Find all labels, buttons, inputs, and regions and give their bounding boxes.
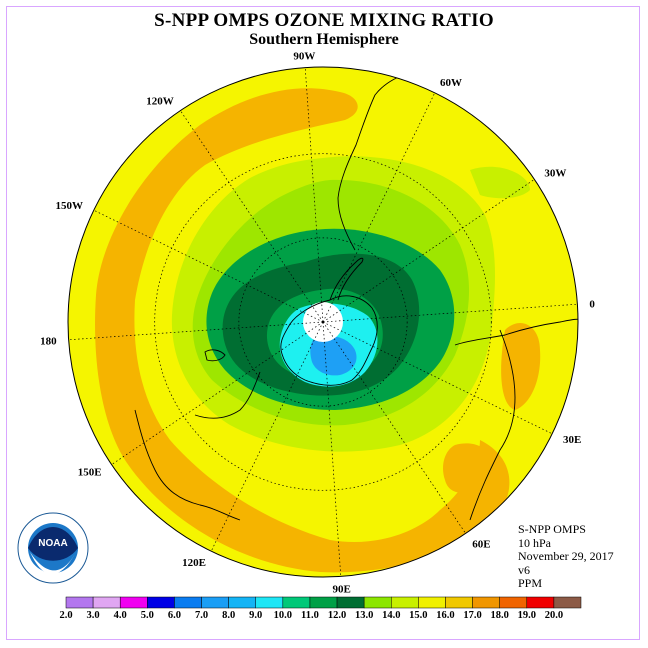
observation-date: November 29, 2017: [518, 549, 614, 563]
longitude-label: 30W: [544, 168, 566, 180]
noaa-logo-text: NOAA: [38, 538, 67, 549]
meridian-line: [210, 321, 324, 552]
meridian-line: [68, 321, 324, 341]
field-lime-light-nw: [470, 166, 530, 199]
field-light-blue: [310, 335, 357, 376]
figure-border: [6, 6, 640, 640]
longitude-label: 60W: [440, 77, 462, 89]
coastline-new-zealand: [204, 349, 226, 362]
field-orange-band-west: [95, 88, 510, 573]
noaa-logo: NOAA: [17, 512, 89, 584]
coastlines: [134, 69, 578, 521]
pressure-level: 10 hPa: [518, 535, 551, 550]
coastline-south-america: [337, 69, 419, 251]
graticule: [68, 67, 578, 577]
meridian-line: [111, 321, 324, 465]
map-boundary: [67, 66, 579, 578]
meridian-line: [322, 303, 578, 323]
coastline-antarctica: [280, 295, 378, 386]
product-info: S-NPP OMPS 10 hPa November 29, 2017 v6 P…: [518, 522, 614, 591]
field-orange-patch-east: [501, 322, 541, 410]
longitude-label: 150E: [78, 466, 102, 478]
longitude-label: 120W: [146, 96, 174, 108]
meridian-line: [180, 110, 324, 323]
longitude-label: 180: [40, 336, 57, 348]
coastline-antarctic-peninsula: [329, 257, 364, 301]
longitude-label: 120E: [182, 557, 206, 569]
longitude-label: 150W: [56, 200, 84, 212]
meridian-line: [304, 67, 324, 323]
longitude-label: 90W: [293, 51, 315, 63]
latitude-circle: [238, 237, 408, 407]
product-version: v6: [518, 562, 530, 577]
figure-title: S-NPP OMPS OZONE MIXING RATIO: [154, 10, 494, 31]
product-name: S-NPP OMPS: [518, 522, 586, 536]
longitude-label: 90E: [332, 583, 350, 595]
coastline-africa: [454, 318, 578, 521]
longitude-label: 30E: [563, 434, 581, 446]
south-pole-marker: [321, 320, 325, 324]
field-orange-patch-south: [443, 443, 493, 493]
longitude-labels: 90W 60W 30W 0 30E 60E 90E 120E 150E 180 150W 120W: [40, 51, 595, 596]
figure-subtitle: Southern Hemisphere: [249, 31, 399, 48]
coastline-australia: [134, 371, 261, 521]
meridian-line: [322, 92, 436, 323]
meridian-line: [322, 321, 342, 577]
latitude-circle: [154, 153, 492, 491]
meridian-line: [322, 321, 553, 435]
meridian-line: [322, 321, 466, 534]
longitude-label: 60E: [472, 538, 490, 550]
meridian-line: [322, 179, 535, 323]
units-label: PPM: [518, 576, 543, 590]
meridian-line: [93, 209, 324, 323]
longitude-label: 0: [589, 298, 595, 310]
